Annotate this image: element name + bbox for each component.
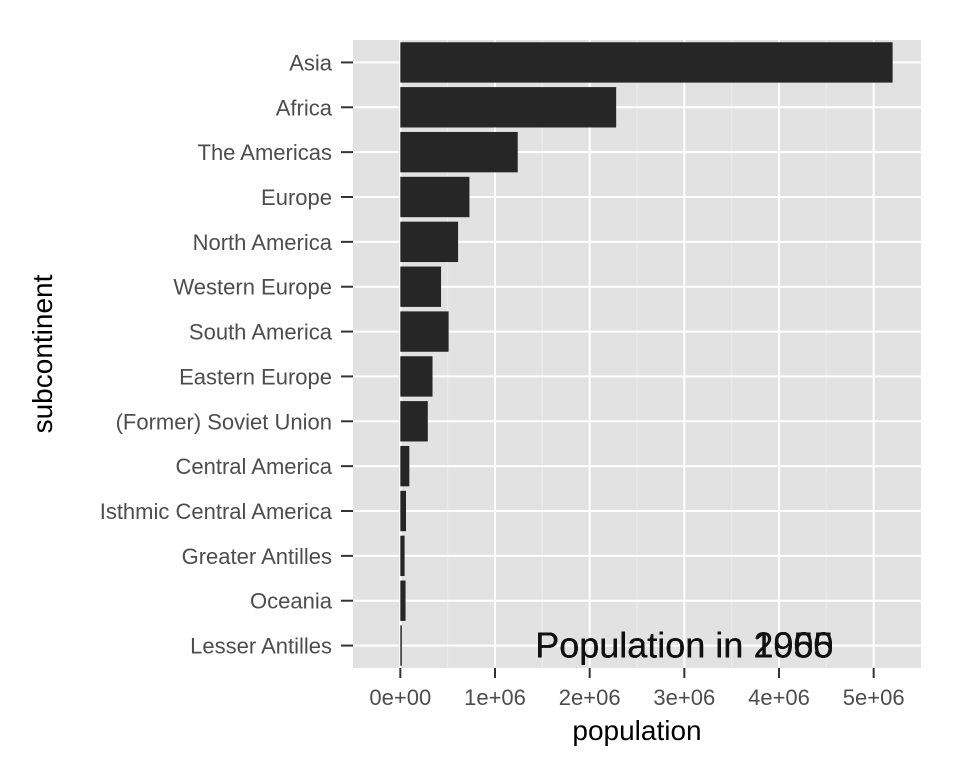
x-axis: 0e+00 1e+06 2e+06 3e+06 4e+06 5e+06 (369, 668, 905, 710)
bar (400, 311, 449, 352)
x-axis-title: population (572, 715, 701, 746)
y-axis-title: subcontinent (27, 274, 58, 433)
bar (400, 87, 617, 128)
x-tick-label: 1e+06 (464, 685, 526, 710)
bar (400, 490, 407, 532)
bar (400, 356, 433, 397)
x-tick-label: 0e+00 (369, 685, 431, 710)
y-tick-label: North America (193, 230, 333, 255)
y-tick-label: South America (189, 320, 333, 345)
y-tick-label: (Former) Soviet Union (116, 409, 332, 434)
bar (400, 580, 406, 621)
y-tick-label: Lesser Antilles (190, 634, 332, 659)
x-tick-label: 5e+06 (843, 685, 905, 710)
bar (400, 625, 402, 666)
y-tick-label: Oceania (250, 589, 333, 614)
population-year-annotation: Population in 1965 (535, 625, 833, 666)
population-year-annotation: Population in 1955 (535, 625, 833, 666)
major-gridlines (353, 40, 921, 668)
bar (400, 445, 410, 487)
y-tick-label: Europe (261, 185, 332, 210)
y-tick-label: Central America (175, 454, 332, 479)
bar (400, 221, 459, 263)
y-tick-label: Asia (289, 50, 333, 75)
y-tick-label: Africa (276, 95, 333, 120)
bar (400, 131, 518, 173)
population-year-annotation: Population in 2005 (535, 625, 833, 666)
bar (400, 401, 428, 442)
y-tick-label: Western Europe (173, 275, 332, 300)
bars (400, 42, 893, 666)
y-tick-label: Greater Antilles (182, 544, 332, 569)
bar (400, 42, 893, 83)
population-year-annotation: Population in 1950 (535, 625, 833, 666)
y-tick-label: The Americas (198, 140, 333, 165)
y-tick-label: Eastern Europe (179, 364, 332, 389)
y-tick-label: Isthmic Central America (100, 499, 333, 524)
y-axis: Asia Africa The Americas Europe North Americ… (100, 50, 353, 659)
bar (400, 176, 470, 218)
x-tick-label: 3e+06 (653, 685, 715, 710)
bar (400, 535, 405, 577)
x-tick-label: 4e+06 (748, 685, 810, 710)
bar (400, 266, 442, 307)
x-tick-label: 2e+06 (559, 685, 621, 710)
population-year-annotation: Population in 1960 (535, 625, 833, 666)
